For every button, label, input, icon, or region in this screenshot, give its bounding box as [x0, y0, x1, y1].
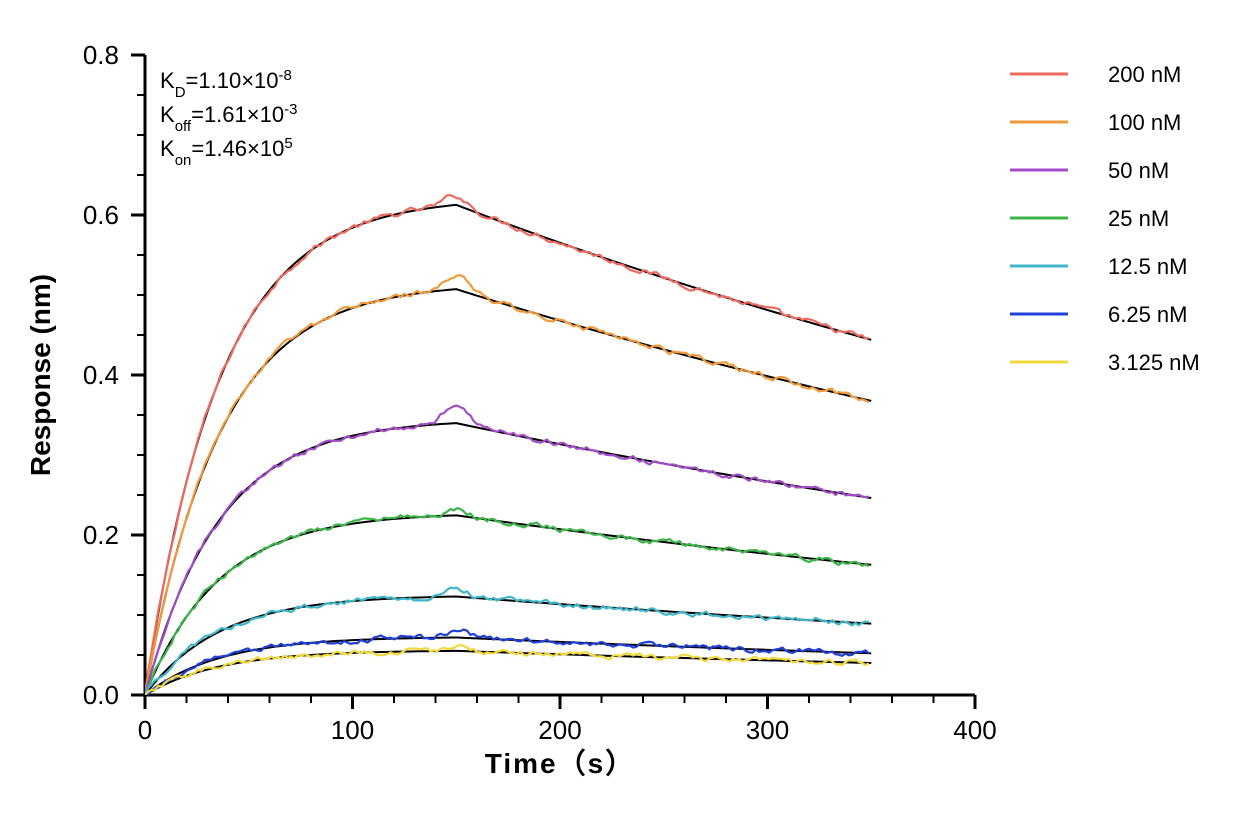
y-tick-label: 0.2 [83, 520, 119, 550]
chart-svg: 0 100 200 300 400 0.0 0.2 0.4 0.6 0.8 Time（s） Respo… [0, 0, 1253, 825]
legend-label: 100 nM [1108, 110, 1181, 135]
y-tick-label: 0.0 [83, 680, 119, 710]
x-tick-label: 300 [746, 715, 789, 745]
legend-label: 3.125 nM [1108, 350, 1200, 375]
x-tick-label: 400 [953, 715, 996, 745]
y-tick-label: 0.6 [83, 200, 119, 230]
kinetics-chart: 0 100 200 300 400 0.0 0.2 0.4 0.6 0.8 Time（s） Respo… [0, 0, 1253, 825]
y-tick-label: 0.8 [83, 40, 119, 70]
x-tick-label: 200 [538, 715, 581, 745]
y-tick-label: 0.4 [83, 360, 119, 390]
x-tick-label: 100 [331, 715, 374, 745]
y-axis-label: Response (nm) [25, 274, 56, 476]
legend-label: 200 nM [1108, 62, 1181, 87]
legend-label: 12.5 nM [1108, 254, 1188, 279]
x-tick-label: 0 [138, 715, 152, 745]
legend-label: 50 nM [1108, 158, 1169, 183]
legend-label: 25 nM [1108, 206, 1169, 231]
x-axis-label: Time（s） [485, 747, 635, 779]
legend-label: 6.25 nM [1108, 302, 1188, 327]
